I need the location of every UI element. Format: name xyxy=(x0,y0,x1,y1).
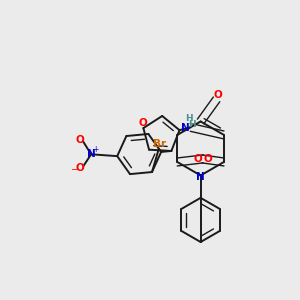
Text: N: N xyxy=(196,172,205,182)
Text: O: O xyxy=(75,135,84,145)
Text: Br: Br xyxy=(153,139,166,148)
Text: H: H xyxy=(185,114,193,123)
Text: +: + xyxy=(92,145,99,154)
Text: H: H xyxy=(188,120,196,129)
Text: O: O xyxy=(193,154,202,164)
Text: O: O xyxy=(139,118,148,128)
Text: N: N xyxy=(87,149,95,159)
Text: O: O xyxy=(75,164,84,173)
Text: −: − xyxy=(70,164,78,173)
Text: N: N xyxy=(181,123,189,133)
Text: O: O xyxy=(213,90,222,100)
Text: O: O xyxy=(203,154,212,164)
